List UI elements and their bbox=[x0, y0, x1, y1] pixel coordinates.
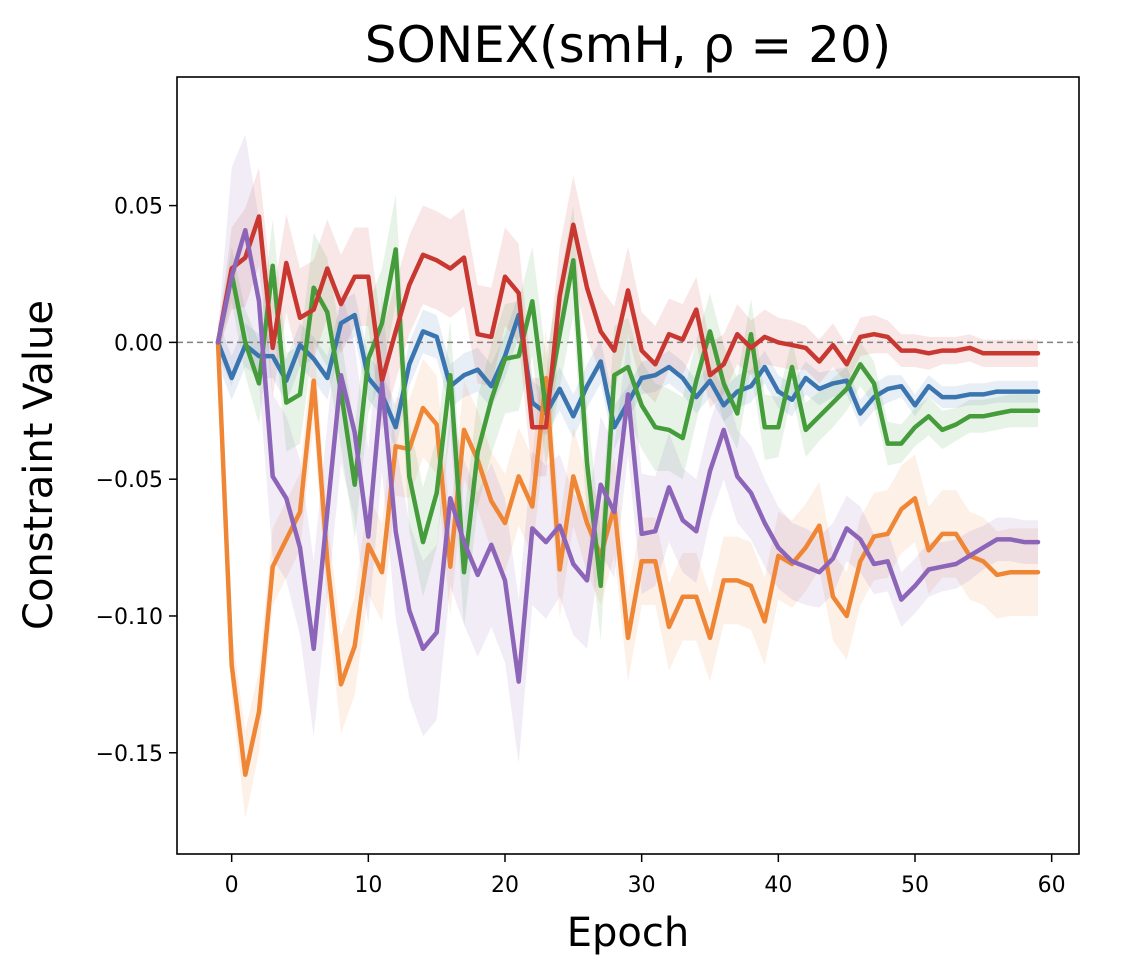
series-3-band bbox=[218, 194, 1038, 641]
series-5-band bbox=[218, 134, 1038, 764]
series-2-band bbox=[218, 328, 1038, 819]
x-tick-label: 50 bbox=[901, 873, 929, 898]
series-lines bbox=[215, 214, 1041, 777]
series-2-line bbox=[215, 340, 1041, 777]
series-4-line bbox=[215, 214, 1041, 430]
x-tick-label: 0 bbox=[225, 873, 239, 898]
x-tick-label: 10 bbox=[354, 873, 382, 898]
series-3-line bbox=[215, 247, 1041, 589]
plot-frame bbox=[176, 76, 1080, 855]
y-axis-ticks: 0.05 0.00 −0.05 −0.10 −0.15 bbox=[96, 195, 177, 767]
y-tick-label: −0.15 bbox=[96, 742, 163, 767]
x-tick-label: 30 bbox=[628, 873, 656, 898]
confidence-bands bbox=[218, 134, 1038, 819]
y-axis-label: Constraint Value bbox=[16, 300, 62, 630]
series-4-band bbox=[218, 167, 1038, 477]
y-tick-label: 0.05 bbox=[114, 195, 163, 220]
x-axis-label: Epoch bbox=[567, 910, 689, 956]
x-tick-label: 60 bbox=[1038, 873, 1066, 898]
y-tick-label: 0.00 bbox=[114, 331, 163, 356]
y-tick-label: −0.05 bbox=[96, 468, 163, 493]
x-axis-ticks: 0 10 20 30 40 50 60 bbox=[225, 854, 1066, 898]
series-5-line bbox=[215, 227, 1041, 684]
chart-title: SONEX(smH, ρ = 20) bbox=[365, 16, 892, 74]
x-tick-label: 20 bbox=[491, 873, 519, 898]
x-tick-label: 40 bbox=[764, 873, 792, 898]
y-tick-label: −0.10 bbox=[96, 605, 163, 630]
